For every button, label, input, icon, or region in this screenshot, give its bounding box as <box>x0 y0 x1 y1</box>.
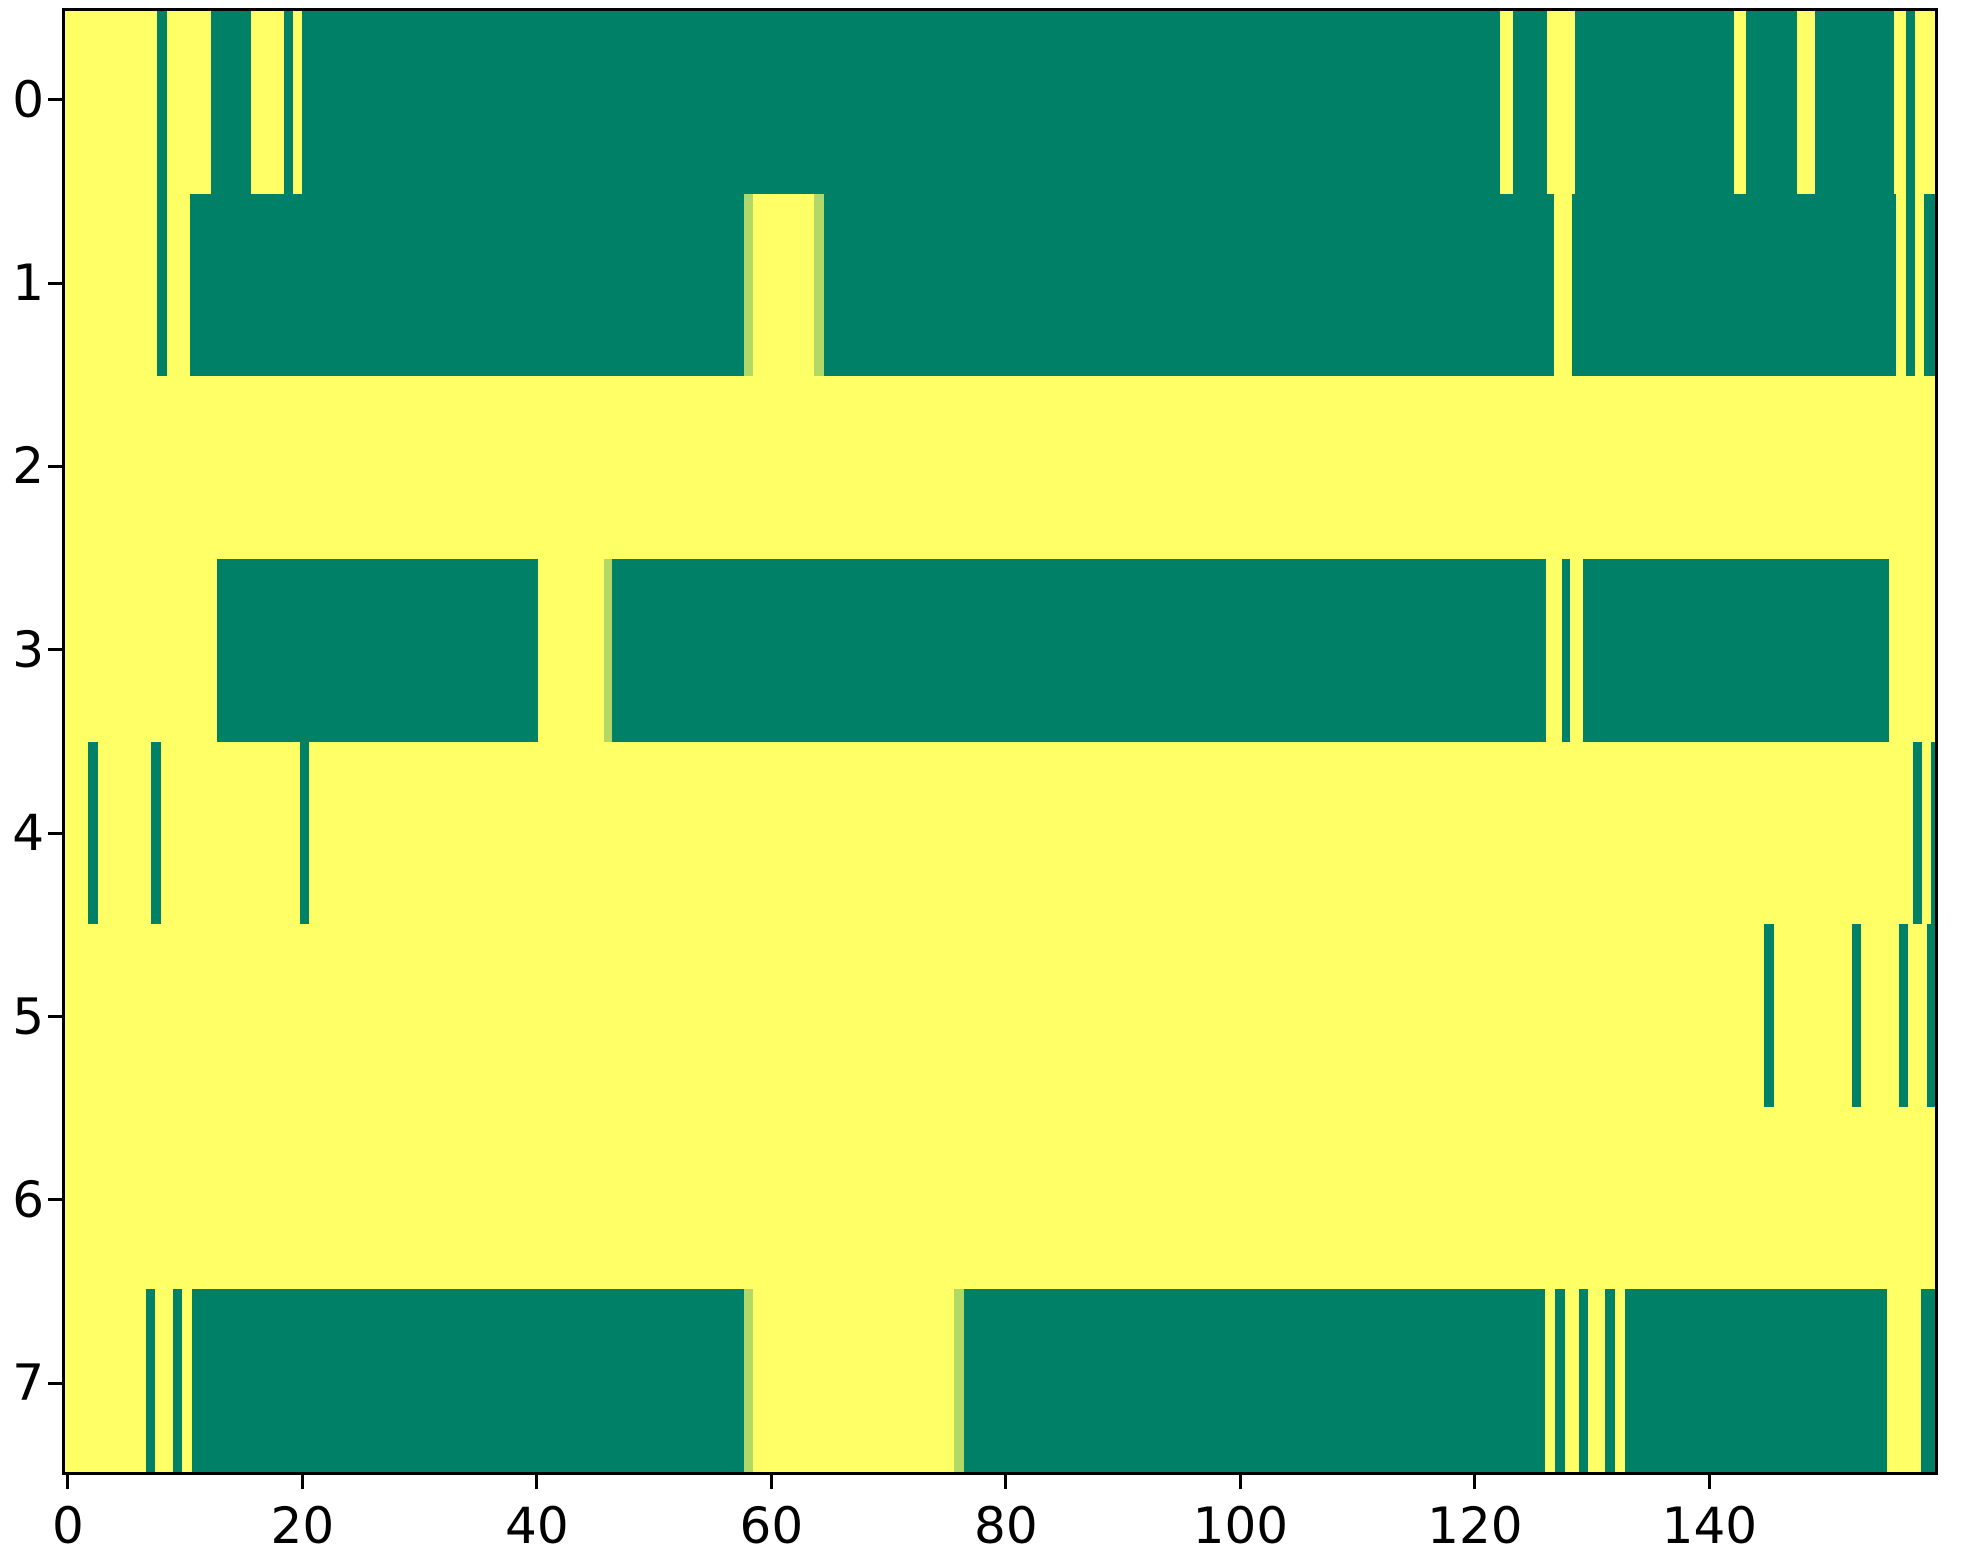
heatmap-cell-run <box>283 11 293 194</box>
y-tick-mark <box>48 281 62 285</box>
heatmap-cell-run <box>190 193 745 377</box>
x-tick-mark <box>1238 1475 1242 1489</box>
x-tick-label: 0 <box>51 1497 84 1555</box>
y-tick-mark <box>48 831 62 835</box>
heatmap-grid <box>65 11 1935 1472</box>
x-tick-label: 20 <box>270 1497 335 1555</box>
x-tick-label: 100 <box>1192 1497 1289 1555</box>
heatmap-cell-run <box>1920 1289 1935 1472</box>
y-tick-mark <box>48 1198 62 1202</box>
heatmap-cell-run <box>1898 924 1909 1107</box>
heatmap-cell-run <box>1764 924 1774 1107</box>
y-tick-label: 6 <box>12 1170 44 1229</box>
heatmap-cell-run <box>1555 1289 1565 1472</box>
heatmap-row <box>65 376 1935 559</box>
heatmap-cell-run <box>1583 558 1890 742</box>
x-tick-mark <box>300 1475 304 1489</box>
y-tick-label: 7 <box>12 1354 44 1413</box>
heatmap-cell-run <box>1575 11 1734 194</box>
y-tick-mark <box>48 464 62 468</box>
heatmap-cell-run <box>1931 741 1935 925</box>
y-tick-label: 3 <box>12 620 44 679</box>
heatmap-cell-run <box>1905 11 1916 194</box>
heatmap-cell-run <box>1562 558 1571 742</box>
heatmap-row <box>65 741 1935 925</box>
x-tick-label: 60 <box>739 1497 804 1555</box>
heatmap-row <box>65 193 1935 377</box>
y-tick-label: 4 <box>12 804 44 863</box>
heatmap-cell-run <box>954 1289 964 1472</box>
heatmap-cell-run <box>1578 1289 1588 1472</box>
heatmap-cell-run <box>814 193 824 377</box>
x-tick-mark <box>1707 1475 1711 1489</box>
y-tick-label: 2 <box>12 437 44 496</box>
y-tick-label: 0 <box>12 70 44 129</box>
heatmap-row <box>65 558 1935 742</box>
heatmap-cell-run <box>299 741 310 925</box>
heatmap-cell-run <box>151 741 161 925</box>
heatmap-cell-run <box>157 193 167 377</box>
heatmap-row <box>65 924 1935 1107</box>
x-tick-mark <box>1004 1475 1008 1489</box>
heatmap-cell-run <box>157 11 167 194</box>
heatmap-cell-run <box>88 741 98 925</box>
heatmap-cell-run <box>963 1289 1545 1472</box>
heatmap-cell-run <box>1513 11 1547 194</box>
heatmap-cell-run <box>216 558 539 742</box>
heatmap-cell-run <box>1912 741 1923 925</box>
heatmap-cell-run <box>611 558 1546 742</box>
y-tick-mark <box>48 648 62 652</box>
x-tick-label: 140 <box>1661 1497 1758 1555</box>
heatmap-cell-run <box>145 1289 155 1472</box>
heatmap-cell-run <box>1924 193 1935 377</box>
heatmap-cell-run <box>1625 1289 1888 1472</box>
heatmap-row <box>65 11 1935 194</box>
heatmap-cell-run <box>211 11 251 194</box>
plot-frame <box>62 8 1938 1475</box>
x-tick-mark <box>1473 1475 1477 1489</box>
heatmap-cell-run <box>1852 924 1862 1107</box>
heatmap-cell-run <box>1745 11 1798 194</box>
heatmap-row <box>65 1289 1935 1472</box>
x-tick-label: 80 <box>974 1497 1038 1555</box>
y-tick-mark <box>48 1015 62 1019</box>
heatmap-cell-run <box>192 1289 745 1472</box>
x-tick-mark <box>535 1475 539 1489</box>
heatmap-cell-run <box>603 558 612 742</box>
heatmap-cell-run <box>1814 11 1895 194</box>
y-tick-mark <box>48 98 62 102</box>
y-tick-mark <box>48 1381 62 1385</box>
heatmap-cell-run <box>302 11 1501 194</box>
x-tick-label: 120 <box>1427 1497 1523 1555</box>
heatmap-cell-run <box>1605 1289 1615 1472</box>
y-tick-label: 1 <box>12 254 44 313</box>
heatmap-cell-run <box>744 1289 754 1472</box>
x-tick-mark <box>66 1475 70 1489</box>
heatmap-cell-run <box>1571 193 1897 377</box>
heatmap-cell-run <box>172 1289 182 1472</box>
heatmap-cell-run <box>1926 924 1935 1107</box>
x-tick-mark <box>769 1475 773 1489</box>
heatmap-row <box>65 1107 1935 1290</box>
x-tick-label: 40 <box>505 1497 569 1555</box>
y-tick-label: 5 <box>12 987 44 1046</box>
heatmap-cell-run <box>823 193 1554 377</box>
heatmap-cell-run <box>1905 193 1916 377</box>
heatmap-cell-run <box>744 193 754 377</box>
